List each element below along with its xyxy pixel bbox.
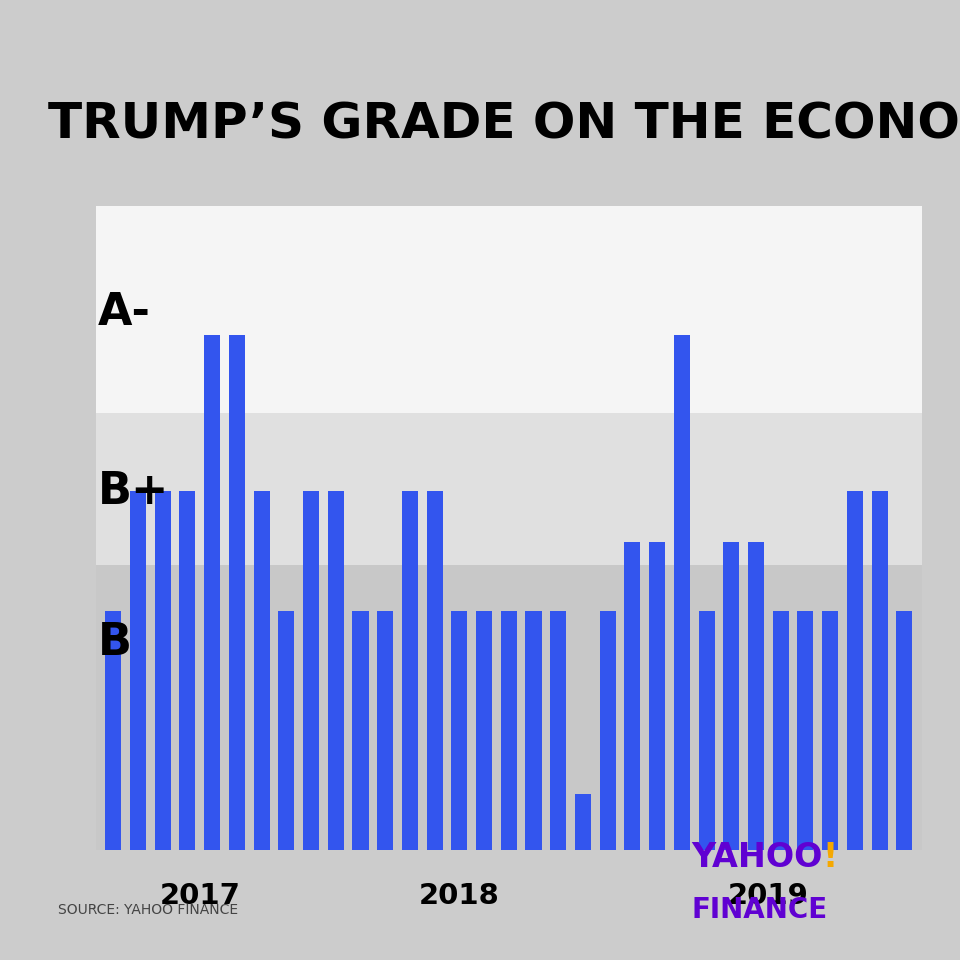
Bar (426, 492, 443, 850)
Text: SOURCE: YAHOO FINANCE: SOURCE: YAHOO FINANCE (58, 902, 238, 917)
Bar (130, 492, 146, 850)
Text: 2018: 2018 (419, 881, 500, 910)
Bar (253, 492, 270, 850)
Bar (278, 611, 295, 850)
Text: B+: B+ (98, 469, 169, 513)
Bar (897, 611, 912, 850)
Bar (525, 611, 541, 850)
Bar (96, 564, 922, 850)
Text: 2019: 2019 (728, 881, 808, 910)
Bar (699, 611, 714, 850)
Bar (204, 335, 220, 850)
Bar (352, 611, 369, 850)
Text: A-: A- (98, 291, 151, 333)
Bar (501, 611, 516, 850)
Bar (798, 611, 813, 850)
Bar (575, 795, 591, 850)
Text: 2017: 2017 (159, 881, 240, 910)
Text: YAHOO: YAHOO (691, 841, 823, 874)
Bar (748, 541, 764, 850)
Bar (96, 413, 922, 564)
Bar (649, 541, 665, 850)
Bar (228, 335, 245, 850)
Bar (402, 492, 418, 850)
Bar (476, 611, 492, 850)
Bar (106, 611, 121, 850)
Bar (155, 492, 171, 850)
Text: B: B (98, 621, 132, 664)
Bar (303, 492, 319, 850)
Bar (327, 492, 344, 850)
Bar (872, 492, 888, 850)
Bar (847, 492, 863, 850)
Bar (180, 492, 196, 850)
Bar (377, 611, 394, 850)
Bar (723, 541, 739, 850)
Bar (674, 335, 690, 850)
Bar (550, 611, 566, 850)
Text: FINANCE: FINANCE (691, 896, 828, 924)
Bar (624, 541, 640, 850)
Text: !: ! (823, 841, 838, 874)
Text: TRUMP’S GRADE ON THE ECONOMY: TRUMP’S GRADE ON THE ECONOMY (48, 101, 960, 149)
Bar (773, 611, 789, 850)
Bar (96, 206, 922, 413)
Bar (600, 611, 615, 850)
Bar (822, 611, 838, 850)
Bar (451, 611, 468, 850)
